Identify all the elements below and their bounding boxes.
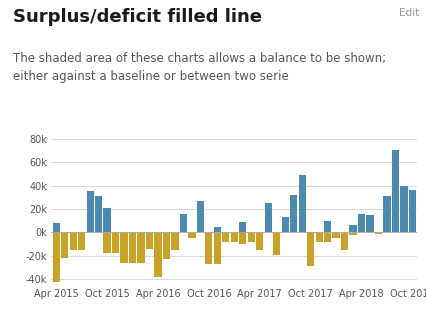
Bar xyxy=(154,232,161,277)
Bar xyxy=(248,232,255,242)
Bar xyxy=(78,232,85,250)
Bar xyxy=(138,232,144,263)
Bar xyxy=(358,214,365,232)
Bar xyxy=(231,232,238,242)
Bar xyxy=(197,201,204,232)
Bar xyxy=(273,232,280,255)
Bar xyxy=(214,226,221,232)
Bar xyxy=(146,232,153,249)
Bar xyxy=(188,232,196,238)
Bar xyxy=(383,196,391,232)
Bar xyxy=(86,191,94,232)
Bar xyxy=(409,190,416,232)
Bar xyxy=(324,232,331,242)
Bar xyxy=(205,232,213,264)
Bar xyxy=(163,232,170,259)
Bar xyxy=(324,221,331,232)
Bar xyxy=(400,186,408,232)
Bar xyxy=(239,232,246,244)
Bar xyxy=(282,217,289,232)
Bar xyxy=(290,195,297,232)
Bar xyxy=(69,232,77,250)
Bar xyxy=(222,232,230,242)
Bar xyxy=(239,222,246,232)
Text: Edit: Edit xyxy=(399,8,420,18)
Bar xyxy=(129,232,136,263)
Bar xyxy=(214,232,221,264)
Text: The shaded area of these charts allows a balance to be shown;
either against a b: The shaded area of these charts allows a… xyxy=(13,52,386,83)
Bar xyxy=(104,208,111,232)
Bar xyxy=(112,232,119,253)
Bar xyxy=(121,232,128,263)
Bar xyxy=(180,214,187,232)
Bar xyxy=(95,196,102,232)
Bar xyxy=(265,203,272,232)
Bar xyxy=(52,232,60,282)
Bar xyxy=(256,232,263,250)
Bar xyxy=(349,232,357,235)
Bar xyxy=(341,232,348,250)
Bar xyxy=(307,232,314,266)
Bar xyxy=(52,223,60,232)
Text: Surplus/deficit filled line: Surplus/deficit filled line xyxy=(13,8,262,26)
Bar xyxy=(366,215,374,232)
Bar xyxy=(392,150,399,232)
Bar xyxy=(171,232,178,250)
Bar xyxy=(316,232,323,242)
Bar xyxy=(349,226,357,232)
Bar xyxy=(299,175,306,232)
Bar xyxy=(61,232,68,258)
Bar xyxy=(104,232,111,253)
Bar xyxy=(332,232,340,238)
Bar xyxy=(375,232,382,234)
